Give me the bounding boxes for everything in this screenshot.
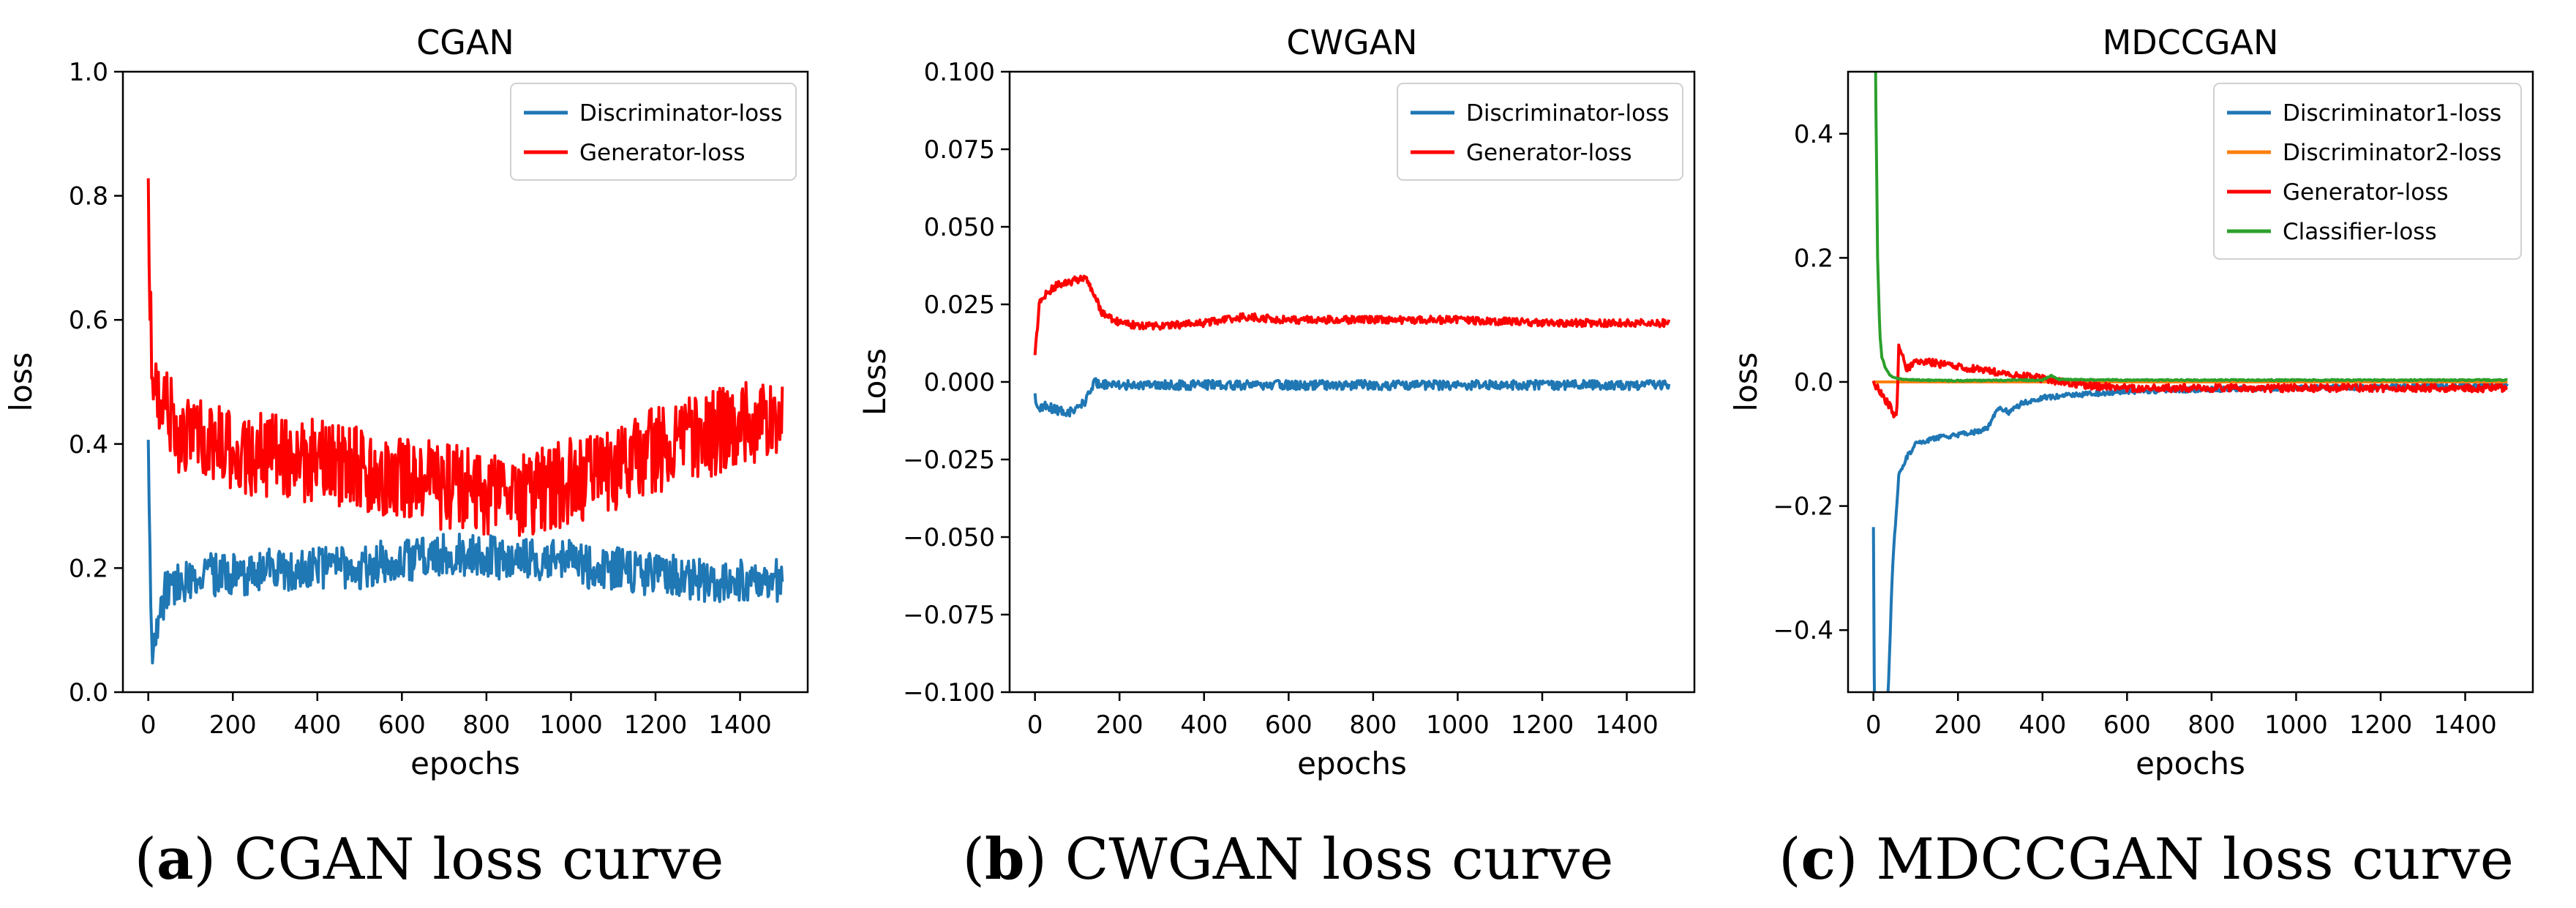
- legend: Discriminator-loss Generator-loss: [510, 83, 797, 181]
- x-tick-label: 1400: [1595, 710, 1659, 740]
- legend-label: Generator-loss: [579, 140, 746, 166]
- series-line-discriminator-loss: [146, 440, 784, 665]
- y-tick-label: 0.050: [924, 213, 995, 242]
- x-tick-label: 800: [1349, 710, 1397, 740]
- x-tick-label: 600: [378, 710, 426, 740]
- caption-b-text: CWGAN loss curve: [1064, 827, 1614, 893]
- series-group: [1871, 72, 2509, 692]
- x-tick-label: 1200: [2349, 710, 2413, 740]
- x-tick-label: 400: [1180, 710, 1228, 740]
- legend-label: Generator-loss: [1466, 140, 1632, 166]
- cgan-chart: CGAN 0 200 400 600 800 1000 1200 1400 0.0 0.2 0.4 0.…: [3, 23, 809, 781]
- x-tick-label: 1400: [708, 710, 772, 740]
- y-tick-label: −0.100: [903, 678, 995, 708]
- x-tick-label: 1000: [2264, 710, 2328, 740]
- x-tick-label: 1200: [624, 710, 688, 740]
- legend-box: [510, 83, 797, 181]
- legend-label: Generator-loss: [2283, 179, 2449, 206]
- x-tick-label: 1000: [1426, 710, 1490, 740]
- legend-box: [1397, 83, 1683, 181]
- series-line-classifier-loss: [1874, 72, 2509, 383]
- legend-label: Discriminator-loss: [1466, 100, 1669, 127]
- y-tick-label: 0.4: [69, 430, 108, 459]
- caption-a-text: CGAN loss curve: [233, 827, 724, 893]
- series-line-generator-loss: [146, 178, 784, 537]
- series-line-discriminator-loss: [1033, 377, 1671, 418]
- y-tick-label: 0.0: [69, 678, 108, 708]
- y-axis-label: loss: [1728, 352, 1764, 411]
- x-tick-label: 200: [1934, 710, 1982, 740]
- x-tick-label: 0: [140, 710, 157, 740]
- x-tick-label: 400: [2019, 710, 2066, 740]
- y-tick-label: 0.6: [69, 306, 108, 335]
- series-group: [146, 178, 784, 665]
- y-tick-label: 0.100: [924, 58, 995, 87]
- legend-label: Discriminator1-loss: [2283, 100, 2501, 127]
- series-group: [1033, 274, 1671, 418]
- legend: Discriminator1-loss Discriminator2-loss Ge…: [2213, 83, 2522, 260]
- x-tick-label: 200: [1096, 710, 1144, 740]
- x-axis-label: epochs: [410, 746, 520, 781]
- y-tick-label: −0.4: [1773, 616, 1833, 645]
- x-tick-label: 1400: [2433, 710, 2497, 740]
- y-tick-label: −0.050: [903, 523, 995, 552]
- y-tick-label: 0.025: [924, 290, 995, 320]
- caption-a: (a) CGAN loss curve: [134, 826, 724, 893]
- legend-label: Classifier-loss: [2283, 219, 2437, 245]
- y-tick-label: 0.8: [69, 182, 108, 211]
- y-tick-label: 1.0: [69, 58, 108, 87]
- caption-b-letter: b: [984, 826, 1025, 893]
- y-tick-label: 0.2: [69, 554, 108, 583]
- y-axis-label: loss: [3, 352, 39, 411]
- y-tick-label: 0.075: [924, 135, 995, 165]
- legend-label: Discriminator2-loss: [2283, 140, 2501, 166]
- x-tick-label: 0: [1027, 710, 1043, 740]
- chart-title: MDCCGAN: [2103, 23, 2279, 62]
- legend: Discriminator-loss Generator-loss: [1397, 83, 1683, 181]
- series-line-generator-loss: [1871, 343, 2509, 419]
- y-tick-label: 0.0: [1794, 368, 1833, 397]
- chart-title: CGAN: [416, 23, 514, 62]
- series-line-generator-loss: [1033, 274, 1671, 356]
- mdccgan-chart: MDCCGAN 0 200 400 600 800 1000 1200 1400 −0.4 −0.2…: [1728, 23, 2534, 781]
- x-tick-label: 400: [293, 710, 341, 740]
- y-tick-label: 0.2: [1794, 244, 1833, 273]
- x-tick-label: 0: [1866, 710, 1882, 740]
- x-axis-label: epochs: [1297, 746, 1407, 781]
- x-tick-label: 800: [462, 710, 510, 740]
- x-tick-label: 800: [2188, 710, 2235, 740]
- caption-c-text: MDCCGAN loss curve: [1876, 827, 2514, 893]
- plot-frame: [121, 70, 809, 694]
- y-tick-label: −0.2: [1773, 492, 1833, 522]
- x-axis-label: epochs: [2136, 746, 2245, 781]
- x-tick-label: 1000: [539, 710, 603, 740]
- x-tick-label: 600: [1265, 710, 1313, 740]
- chart-title: CWGAN: [1286, 23, 1417, 62]
- caption-c-letter: c: [1800, 826, 1836, 893]
- y-tick-label: 0.4: [1794, 120, 1833, 149]
- x-tick-label: 1200: [1511, 710, 1574, 740]
- legend-label: Discriminator-loss: [579, 100, 782, 127]
- y-tick-label: −0.025: [903, 446, 995, 475]
- series-line-discriminator1-loss: [1871, 381, 2509, 692]
- caption-a-letter: a: [157, 826, 194, 893]
- legend-box: [2213, 83, 2522, 260]
- x-tick-label: 600: [2103, 710, 2151, 740]
- cwgan-chart: CWGAN 0 200 400 600 800 1000 1200 1400 −0.100 −0.0…: [857, 23, 1696, 781]
- y-tick-label: 0.000: [924, 368, 995, 397]
- y-tick-label: −0.075: [903, 601, 995, 630]
- y-axis-label: Loss: [857, 348, 893, 416]
- caption-b: (b) CWGAN loss curve: [962, 826, 1614, 893]
- x-tick-label: 200: [209, 710, 257, 740]
- caption-c: (c) MDCCGAN loss curve: [1779, 826, 2514, 893]
